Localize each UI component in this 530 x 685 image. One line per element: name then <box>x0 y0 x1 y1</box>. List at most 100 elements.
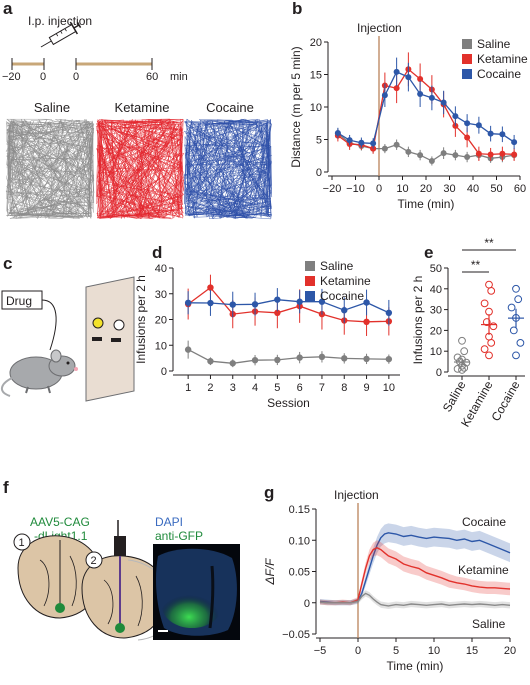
injection-text: I.p. injection <box>28 14 92 28</box>
timeline-tick-label: 0 <box>73 71 79 83</box>
chart-d: 0 10 20 30 40 1 2 3 4 5 6 7 8 9 10 Session Infusions per… <box>134 259 400 410</box>
data-point-cocaine <box>499 131 506 138</box>
step-1-number: 1 <box>19 537 25 549</box>
legend-swatch-cocaine <box>462 69 472 79</box>
legend-label-saline: Saline <box>320 259 354 273</box>
data-point-cocaine <box>229 301 236 308</box>
lever-icon <box>92 337 102 341</box>
legend-swatch-saline <box>462 39 472 49</box>
panel-c-label: c <box>3 254 12 273</box>
data-point-cocaine <box>184 299 192 306</box>
data-point-ketamine <box>480 345 489 354</box>
sem-band-cocaine <box>320 523 510 606</box>
data-point-ketamine <box>489 322 498 331</box>
data-point-cocaine <box>251 301 259 308</box>
data-point-saline <box>464 154 471 161</box>
data-point-cocaine <box>452 113 459 120</box>
data-point-cocaine <box>440 99 447 106</box>
data-point-cocaine <box>274 296 281 303</box>
legend-label-saline: Saline <box>477 37 511 51</box>
cue-light-icon <box>92 317 104 329</box>
legend-swatch-saline <box>305 261 315 271</box>
sem-band-ketamine <box>320 540 510 606</box>
data-point-ketamine <box>363 318 370 326</box>
category-label: Saline <box>440 378 469 414</box>
y-axis-label: Infusions per 2 h <box>411 276 425 365</box>
y-tick-label: 0.05 <box>289 567 310 579</box>
data-point-cocaine <box>509 326 518 335</box>
series-line-ketamine <box>187 286 389 323</box>
panel-b-label: b <box>292 0 302 18</box>
virus-label-1: AAV5-CAG <box>30 515 90 529</box>
y-tick-label: 0 <box>161 366 167 378</box>
brain-section-icon <box>17 535 101 619</box>
trace-label-cocaine: Cocaine <box>206 100 254 115</box>
data-point-cocaine <box>417 91 424 97</box>
data-point-cocaine <box>405 74 412 81</box>
y-tick-label: 10 <box>310 102 322 114</box>
mouse-icon <box>1 349 78 397</box>
data-point-cocaine <box>512 284 520 293</box>
data-point-saline <box>207 358 214 365</box>
data-point-saline <box>184 346 192 353</box>
data-point-ketamine <box>485 307 493 316</box>
timeline-tick-label: −20 <box>2 71 21 83</box>
locomotion-trace-ketamine <box>95 118 185 220</box>
x-tick-label: 9 <box>363 382 369 394</box>
timeline-unit: min <box>170 71 188 83</box>
data-point-cocaine <box>475 122 482 129</box>
x-tick-label: 2 <box>207 382 213 394</box>
x-tick-label: 4 <box>252 382 258 394</box>
data-point-cocaine <box>363 299 370 306</box>
data-point-cocaine <box>385 309 393 317</box>
series-line-saline <box>187 349 389 364</box>
x-axis-label: Session <box>267 396 310 410</box>
panel-g: g −0.05 0 0.05 0.10 0.15 −5 0 5 10 15 20 Time (min)… <box>263 483 516 673</box>
data-point-ketamine <box>487 286 496 295</box>
legend-label-ketamine: Ketamine <box>320 274 371 288</box>
data-point-saline <box>296 354 303 361</box>
significance-label: ** <box>471 258 481 272</box>
data-point-saline <box>251 356 259 364</box>
x-tick-label: 5 <box>393 645 399 657</box>
data-point-cocaine <box>511 139 518 146</box>
series-label-cocaine: Cocaine <box>462 515 506 529</box>
data-point-saline <box>458 366 466 374</box>
data-point-saline <box>458 336 466 345</box>
data-point-ketamine <box>207 284 214 291</box>
x-tick-label: 10 <box>396 183 408 195</box>
series-line-cocaine <box>188 299 390 314</box>
x-tick-label: 0 <box>376 183 382 195</box>
injection-annotation: Injection <box>357 21 402 35</box>
data-point-ketamine <box>274 309 281 317</box>
data-point-saline <box>460 347 469 356</box>
panel-f: f AAV5-CAG -dLight1.1 1 2 DAPI anti-GFP <box>3 478 240 641</box>
x-tick-label: −5 <box>314 645 327 657</box>
y-tick-label: 30 <box>430 305 442 317</box>
trace-path <box>95 118 185 220</box>
x-tick-label: 20 <box>420 183 432 195</box>
y-tick-label: 0.10 <box>289 535 310 547</box>
stain-label-dapi: DAPI <box>155 515 183 529</box>
series-label-saline: Saline <box>472 617 506 631</box>
x-tick-label: 30 <box>443 183 455 195</box>
y-tick-label: 50 <box>430 263 442 275</box>
series-line-saline <box>319 592 511 607</box>
data-point-saline <box>452 152 459 159</box>
y-tick-label: 10 <box>430 346 442 358</box>
y-axis-label: Distance (m per 5 min) <box>289 46 303 167</box>
data-point-cocaine <box>346 137 353 144</box>
y-tick-label: 20 <box>430 325 442 337</box>
data-point-saline <box>229 360 236 367</box>
panel-b: b 0 5 10 15 20 −20 −10 0 10 20 30 40 50 60 Time (min) D… <box>289 0 528 211</box>
series-label-ketamine: Ketamine <box>458 563 509 577</box>
timeline-tick-label: 60 <box>146 71 158 83</box>
data-point-saline <box>453 364 462 373</box>
y-tick-label: 0 <box>316 167 322 179</box>
drug-label: Drug <box>6 294 32 308</box>
series-line-ketamine <box>319 547 511 604</box>
y-tick-label: 40 <box>155 263 167 275</box>
data-point-saline <box>393 141 400 148</box>
